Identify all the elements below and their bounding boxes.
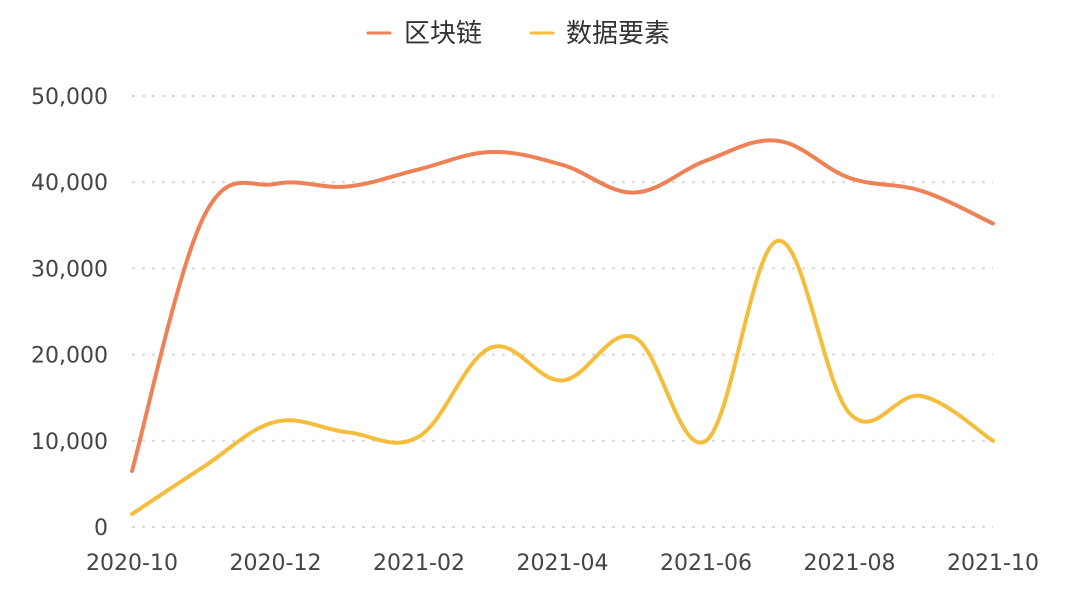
y-tick-label: 20,000 [31, 344, 108, 369]
data-point [130, 469, 134, 473]
x-tick-label: 2021-02 [373, 551, 465, 576]
series-line-0 [130, 138, 995, 473]
legend-item[interactable]: 数据要素 [529, 19, 670, 49]
legend: 区块链 数据要素 [366, 19, 670, 49]
data-point [274, 420, 278, 424]
x-tick-label: 2021-08 [804, 551, 896, 576]
data-point [489, 150, 493, 154]
grid-lines [132, 95, 993, 528]
y-tick-label: 40,000 [31, 171, 108, 196]
data-point [561, 378, 565, 382]
data-point [130, 512, 134, 516]
data-point [919, 394, 923, 398]
x-tick-label: 2021-04 [517, 551, 609, 576]
y-tick-label: 30,000 [31, 257, 108, 282]
x-tick-label: 2020-12 [230, 551, 322, 576]
data-point [704, 439, 708, 443]
data-point [274, 182, 278, 186]
y-axis-ticks: 0 10,000 20,000 30,000 40,000 50,000 [31, 85, 108, 541]
x-tick-label: 2021-10 [947, 551, 1039, 576]
y-tick-label: 0 [94, 516, 108, 541]
y-tick-label: 10,000 [31, 430, 108, 455]
data-point [991, 222, 995, 226]
data-point [345, 185, 349, 189]
x-tick-label: 2021-06 [660, 551, 752, 576]
data-point [345, 430, 349, 434]
legend-label: 区块链 [404, 19, 482, 49]
series-line-1 [130, 238, 995, 517]
data-point [417, 434, 421, 438]
legend-label: 数据要素 [566, 19, 670, 49]
data-point [848, 176, 852, 180]
data-point [561, 163, 565, 167]
series-lines [130, 138, 995, 517]
data-point [704, 159, 708, 163]
x-axis-ticks: 2020-10 2020-12 2021-02 2021-04 2021-06 2021-… [86, 551, 1039, 576]
data-point [417, 167, 421, 171]
data-point [776, 139, 780, 143]
data-point [776, 239, 780, 243]
data-point [202, 465, 206, 469]
data-point [991, 439, 995, 443]
data-point [632, 335, 636, 339]
data-point [489, 346, 493, 350]
legend-item[interactable]: 区块链 [366, 19, 482, 49]
data-point [632, 191, 636, 195]
data-point [919, 189, 923, 193]
x-tick-label: 2020-10 [86, 551, 178, 576]
data-point [202, 215, 206, 219]
data-point [848, 411, 852, 415]
y-tick-label: 50,000 [31, 85, 108, 110]
